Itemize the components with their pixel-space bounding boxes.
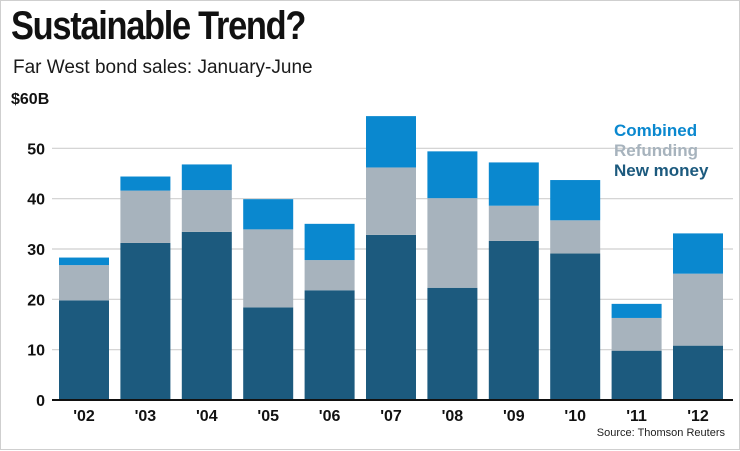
y-tick-label: 50: [27, 141, 45, 158]
bar-refunding: [243, 229, 294, 308]
bar-new-money: [120, 242, 171, 400]
bar-combined: [550, 180, 601, 221]
y-tick-label: 20: [27, 292, 45, 309]
bar-combined: [366, 116, 416, 168]
bar-combined: [120, 176, 171, 191]
x-tick-label: '08: [442, 408, 464, 425]
x-tick-label: '04: [196, 408, 218, 425]
y-unit-label: $60B: [11, 91, 49, 108]
bar-refunding: [427, 198, 478, 288]
bar-new-money: [304, 290, 355, 400]
bar-combined: [243, 199, 294, 230]
x-tick-label: '11: [626, 408, 647, 425]
y-tick-label: 30: [27, 242, 45, 259]
chart-subtitle: Far West bond sales: January-June: [13, 57, 313, 78]
bar-combined: [611, 303, 662, 318]
bar-refunding: [488, 205, 539, 241]
bar-new-money: [550, 253, 601, 400]
x-tick-label: '02: [73, 408, 95, 425]
x-tick-label: '05: [257, 408, 279, 425]
bar-refunding: [673, 273, 723, 346]
x-tick-label: '03: [135, 408, 157, 425]
x-tick-label: '06: [319, 408, 341, 425]
x-tick-label: '12: [687, 408, 709, 425]
bar-refunding: [59, 265, 109, 301]
bar-combined: [181, 164, 232, 191]
bar-refunding: [550, 220, 601, 254]
bar-refunding: [304, 260, 355, 291]
bar-new-money: [181, 231, 232, 400]
bar-new-money: [488, 240, 539, 400]
y-tick-label: 10: [27, 343, 45, 360]
bar-combined: [427, 151, 478, 199]
bar-refunding: [366, 167, 416, 235]
bar-new-money: [366, 234, 416, 400]
x-tick-label: '07: [380, 408, 402, 425]
bar-refunding: [120, 190, 171, 243]
bar-refunding: [181, 190, 232, 232]
chart-title: Sustainable Trend?: [11, 4, 306, 48]
bar-new-money: [59, 300, 109, 400]
bar-combined: [488, 162, 539, 206]
bar-new-money: [611, 350, 662, 400]
bar-new-money: [673, 345, 723, 400]
legend-item: Combined: [614, 121, 697, 140]
bar-new-money: [243, 307, 294, 400]
bar-combined: [304, 223, 355, 261]
bar-new-money: [427, 287, 478, 400]
x-tick-label: '09: [503, 408, 525, 425]
y-tick-label: 40: [27, 192, 45, 209]
legend-item: New money: [614, 161, 709, 180]
bar-combined: [673, 233, 723, 274]
legend-item: Refunding: [614, 141, 698, 160]
bar-combined: [59, 257, 109, 266]
y-tick-label: 0: [36, 393, 45, 410]
source-note: Source: Thomson Reuters: [596, 427, 725, 439]
x-tick-label: '10: [564, 408, 586, 425]
bar-refunding: [611, 317, 662, 351]
